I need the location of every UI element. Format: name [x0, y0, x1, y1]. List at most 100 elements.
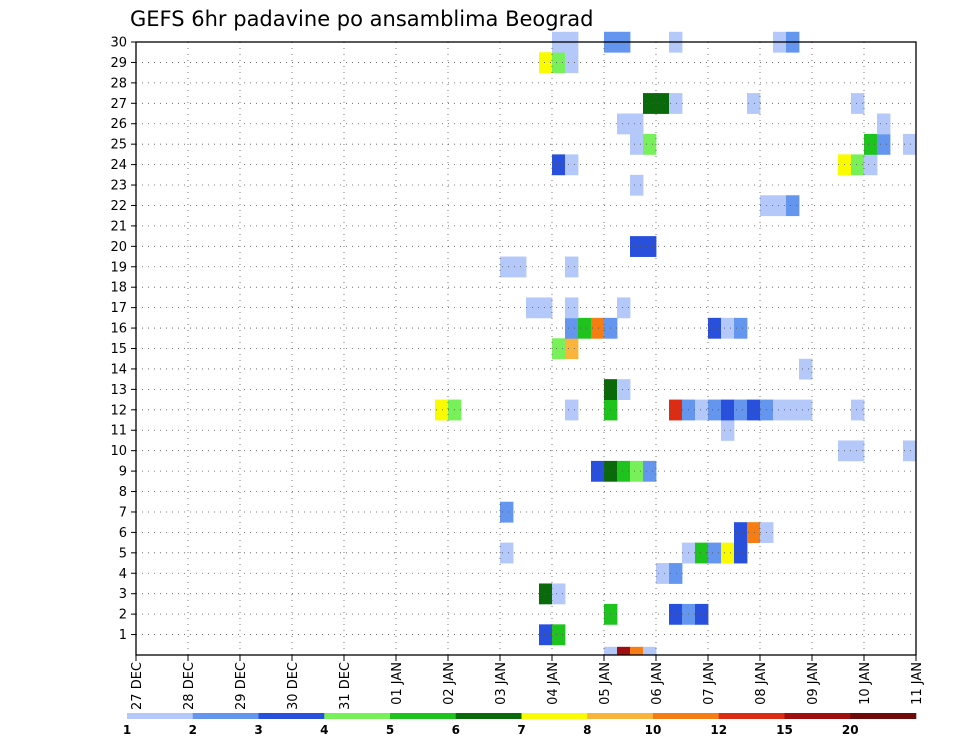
- colorbar-swatch: [127, 713, 194, 719]
- x-tick-label: 30 DEC: [286, 662, 301, 710]
- precip-cell: [903, 133, 917, 155]
- y-tick-label: 20: [110, 240, 127, 255]
- precip-cell: [864, 154, 878, 176]
- y-tick-label: 14: [110, 362, 127, 377]
- precip-cell: [643, 460, 657, 482]
- precip-cell: [747, 93, 761, 114]
- precip-cell: [864, 133, 878, 155]
- colorbar-swatch: [390, 713, 457, 719]
- y-tick-label: 27: [110, 97, 127, 112]
- precip-cell: [643, 93, 657, 114]
- colorbar-swatch: [324, 713, 391, 719]
- colorbar-label: 10: [645, 723, 662, 737]
- colorbar-swatch: [192, 713, 259, 719]
- precip-cell: [500, 542, 514, 564]
- x-tick-label: 07 JAN: [702, 662, 717, 705]
- precip-cell: [799, 358, 813, 380]
- colorbar-label: 8: [583, 723, 591, 737]
- x-tick-label: 10 JAN: [858, 662, 873, 705]
- precip-cell: [656, 563, 670, 584]
- precip-cell: [877, 133, 891, 155]
- x-tick-label: 02 JAN: [442, 662, 457, 705]
- y-tick-label: 15: [110, 342, 127, 357]
- y-tick-label: 18: [110, 281, 127, 296]
- precip-cell: [734, 522, 748, 544]
- y-tick-label: 5: [119, 546, 127, 561]
- y-tick-label: 10: [110, 444, 127, 459]
- y-tick-label: 25: [110, 138, 127, 153]
- precip-cell: [643, 646, 657, 656]
- precip-cell: [539, 297, 553, 319]
- precip-cell: [877, 113, 891, 135]
- y-tick-label: 21: [110, 219, 127, 234]
- y-tick-label: 6: [119, 526, 127, 541]
- precip-cell: [617, 646, 631, 656]
- precip-cell: [695, 399, 709, 421]
- precip-cell: [903, 440, 917, 462]
- y-tick-label: 16: [110, 322, 127, 337]
- colorbar-swatch: [653, 713, 720, 719]
- x-tick-label: 03 JAN: [494, 662, 509, 705]
- y-tick-label: 26: [110, 117, 127, 132]
- precip-cell: [721, 317, 735, 339]
- colorbar-label: 5: [386, 723, 394, 737]
- precip-cell: [669, 93, 683, 114]
- y-tick-label: 30: [110, 36, 127, 51]
- precip-cell: [851, 440, 865, 462]
- precip-cell: [617, 113, 631, 135]
- precip-cell: [773, 195, 787, 217]
- precip-cell: [734, 542, 748, 564]
- precip-cell: [565, 399, 579, 421]
- precip-cell: [565, 154, 579, 176]
- x-tick-label: 09 JAN: [806, 662, 821, 705]
- colorbar-label: 1: [123, 723, 131, 737]
- x-tick-label: 06 JAN: [650, 662, 665, 705]
- precip-cell: [786, 399, 800, 421]
- y-tick-label: 29: [110, 56, 127, 71]
- precip-cell: [708, 542, 722, 564]
- colorbar-swatch: [258, 713, 325, 719]
- precip-cell: [747, 399, 761, 421]
- colorbar-label: 2: [189, 723, 197, 737]
- precip-cell: [630, 646, 644, 656]
- y-tick-label: 24: [110, 158, 127, 173]
- colorbar-swatch: [850, 713, 917, 719]
- precip-cell: [500, 501, 514, 523]
- precip-cell: [565, 317, 579, 339]
- y-tick-label: 12: [110, 403, 127, 418]
- colorbar-label: 3: [254, 723, 262, 737]
- colorbar-swatch: [587, 713, 654, 719]
- precip-cell: [734, 317, 748, 339]
- precip-cell: [721, 420, 735, 441]
- y-axis: 1234567891011121314151617181920212223242…: [110, 36, 136, 643]
- y-tick-label: 13: [110, 383, 127, 398]
- precip-cell: [552, 624, 566, 646]
- precip-cell: [617, 297, 631, 319]
- colorbar-label: 15: [776, 723, 793, 737]
- precip-cell: [695, 603, 709, 625]
- precip-cell: [513, 256, 527, 278]
- precip-cell: [669, 603, 683, 625]
- colorbar-label: 6: [452, 723, 460, 737]
- precip-cell: [747, 522, 761, 544]
- precip-cell: [721, 399, 735, 421]
- colorbar-label: 7: [517, 723, 525, 737]
- precip-cell: [734, 399, 748, 421]
- precip-cell: [799, 399, 813, 421]
- y-tick-label: 1: [119, 628, 127, 643]
- precip-cell: [591, 460, 605, 482]
- y-tick-label: 11: [110, 424, 127, 439]
- precip-cell: [617, 460, 631, 482]
- precip-cell: [552, 583, 566, 605]
- colorbar-label: 4: [320, 723, 328, 737]
- precip-cell: [630, 133, 644, 155]
- precip-cell: [851, 154, 865, 176]
- precip-cell: [708, 399, 722, 421]
- colorbar-swatch: [455, 713, 522, 719]
- precip-cell: [578, 317, 592, 339]
- precip-cell: [552, 338, 566, 360]
- precip-cell: [643, 133, 657, 155]
- precip-cell: [565, 256, 579, 278]
- precip-cell: [721, 542, 735, 564]
